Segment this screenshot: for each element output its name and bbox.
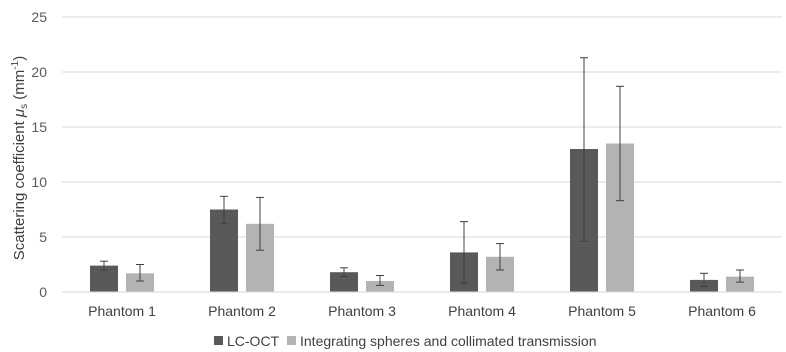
bars <box>90 143 754 292</box>
bar <box>726 276 754 292</box>
legend-swatch-lc-oct <box>214 336 223 345</box>
y-tick-label: 25 <box>31 9 47 25</box>
gridlines <box>62 16 782 238</box>
error-bars <box>100 57 744 287</box>
x-axis-categories: Phantom 1 Phantom 2 Phantom 3 Phantom 4 Phan… <box>88 303 756 319</box>
y-tick-label: 0 <box>39 284 47 300</box>
y-tick-label: 10 <box>31 174 47 190</box>
x-category-label: Phantom 4 <box>448 303 516 319</box>
x-category-label: Phantom 6 <box>688 303 756 319</box>
y-axis-ticks: 0 5 10 15 20 25 <box>31 9 47 300</box>
x-category-label: Phantom 2 <box>208 303 276 319</box>
legend-label-lc-oct: LC-OCT <box>227 333 280 349</box>
x-category-label: Phantom 1 <box>88 303 156 319</box>
x-category-label: Phantom 5 <box>568 303 636 319</box>
y-tick-label: 5 <box>39 229 47 245</box>
y-axis-title: Scattering coefficient μs (mm-1) <box>10 56 30 260</box>
legend: LC-OCT Integrating spheres and collimate… <box>214 333 597 349</box>
bar <box>126 273 154 292</box>
y-tick-label: 20 <box>31 64 47 80</box>
legend-swatch-integrating-spheres <box>287 336 296 345</box>
legend-label-integrating-spheres: Integrating spheres and collimated trans… <box>300 333 597 349</box>
bar <box>330 272 358 292</box>
y-tick-label: 15 <box>31 119 47 135</box>
x-category-label: Phantom 3 <box>328 303 396 319</box>
bar <box>366 281 394 292</box>
